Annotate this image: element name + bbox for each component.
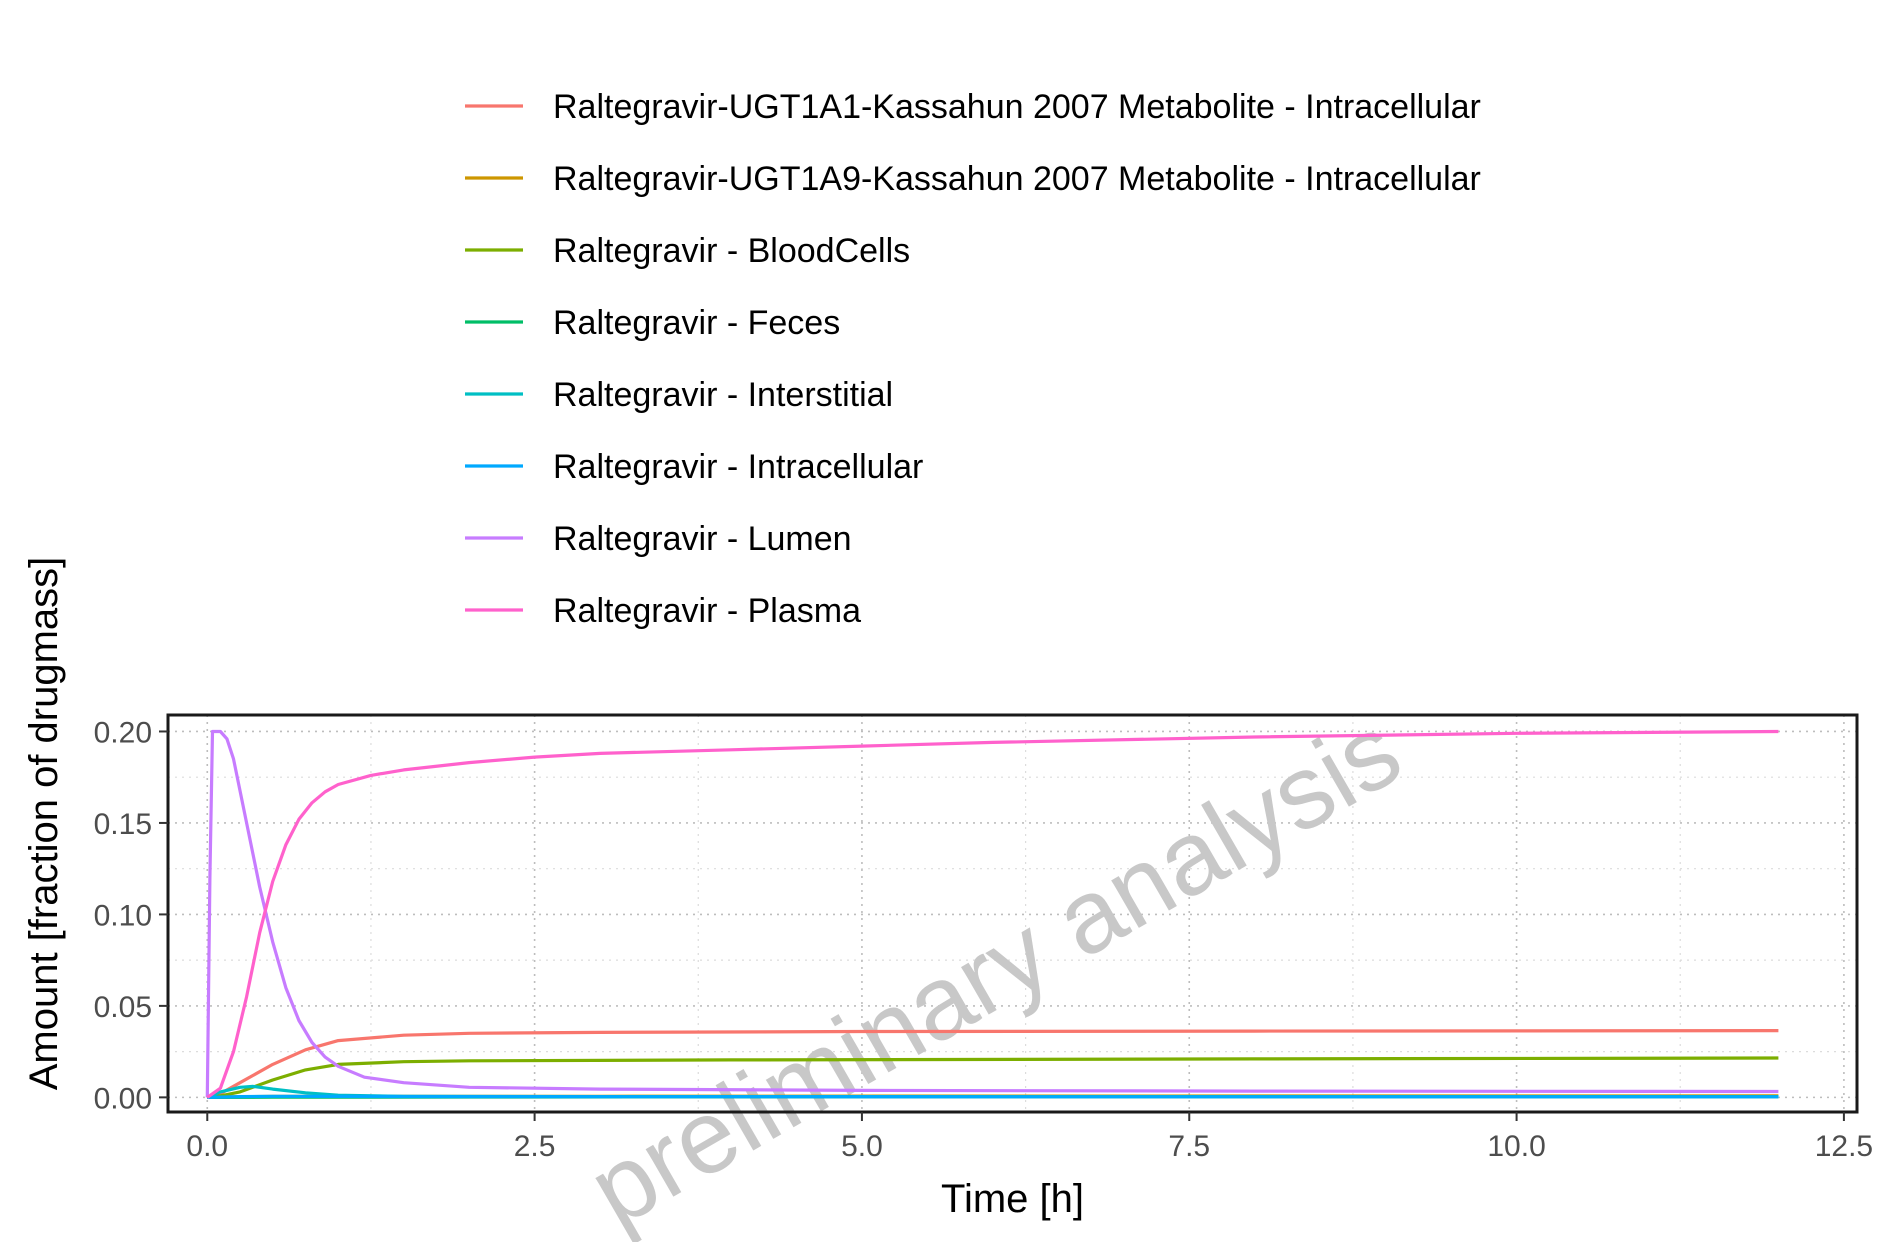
series-line-7 [205,729,1779,1098]
x-tick-label: 10.0 [1487,1130,1545,1163]
legend-label-4: Raltegravir - Feces [553,304,840,342]
legend-label-8: Raltegravir - Plasma [553,592,861,630]
x-tick-label: 0.0 [186,1130,228,1163]
y-tick-label: 0.15 [94,808,152,841]
x-tick-label: 5.0 [841,1130,883,1163]
x-tick-label: 2.5 [514,1130,556,1163]
legend-label-6: Raltegravir - Intracellular [553,448,923,486]
grid-minor [168,715,1857,1112]
series-line-6 [207,1094,1779,1099]
legend-label-7: Raltegravir - Lumen [553,520,852,558]
legend-label-5: Raltegravir - Interstitial [553,376,893,414]
x-axis: 0.0 2.5 5.0 7.5 10.0 12.5 [186,1112,1873,1163]
legend-label-3: Raltegravir - BloodCells [553,232,910,270]
y-axis-title: Amount [fraction of drugmass] [22,557,66,1091]
series-line-1 [206,1029,1779,1099]
y-tick-label: 0.05 [94,991,152,1024]
y-tick-label: 0.10 [94,899,152,932]
legend: Raltegravir-UGT1A1-Kassahun 2007 Metabol… [465,88,1481,630]
y-tick-label: 0.00 [94,1082,152,1115]
legend-label-2: Raltegravir-UGT1A9-Kassahun 2007 Metabol… [553,160,1481,198]
x-tick-label: 12.5 [1815,1130,1873,1163]
x-tick-label: 7.5 [1168,1130,1210,1163]
x-axis-title: Time [h] [941,1177,1084,1221]
series-line-8 [206,729,1779,1099]
y-tick-label: 0.20 [94,716,152,749]
series-layer [205,729,1779,1099]
plot-panel-background [168,715,1857,1112]
y-axis: 0.00 0.05 0.10 0.15 0.20 [94,716,168,1115]
legend-label-1: Raltegravir-UGT1A1-Kassahun 2007 Metabol… [553,88,1481,126]
